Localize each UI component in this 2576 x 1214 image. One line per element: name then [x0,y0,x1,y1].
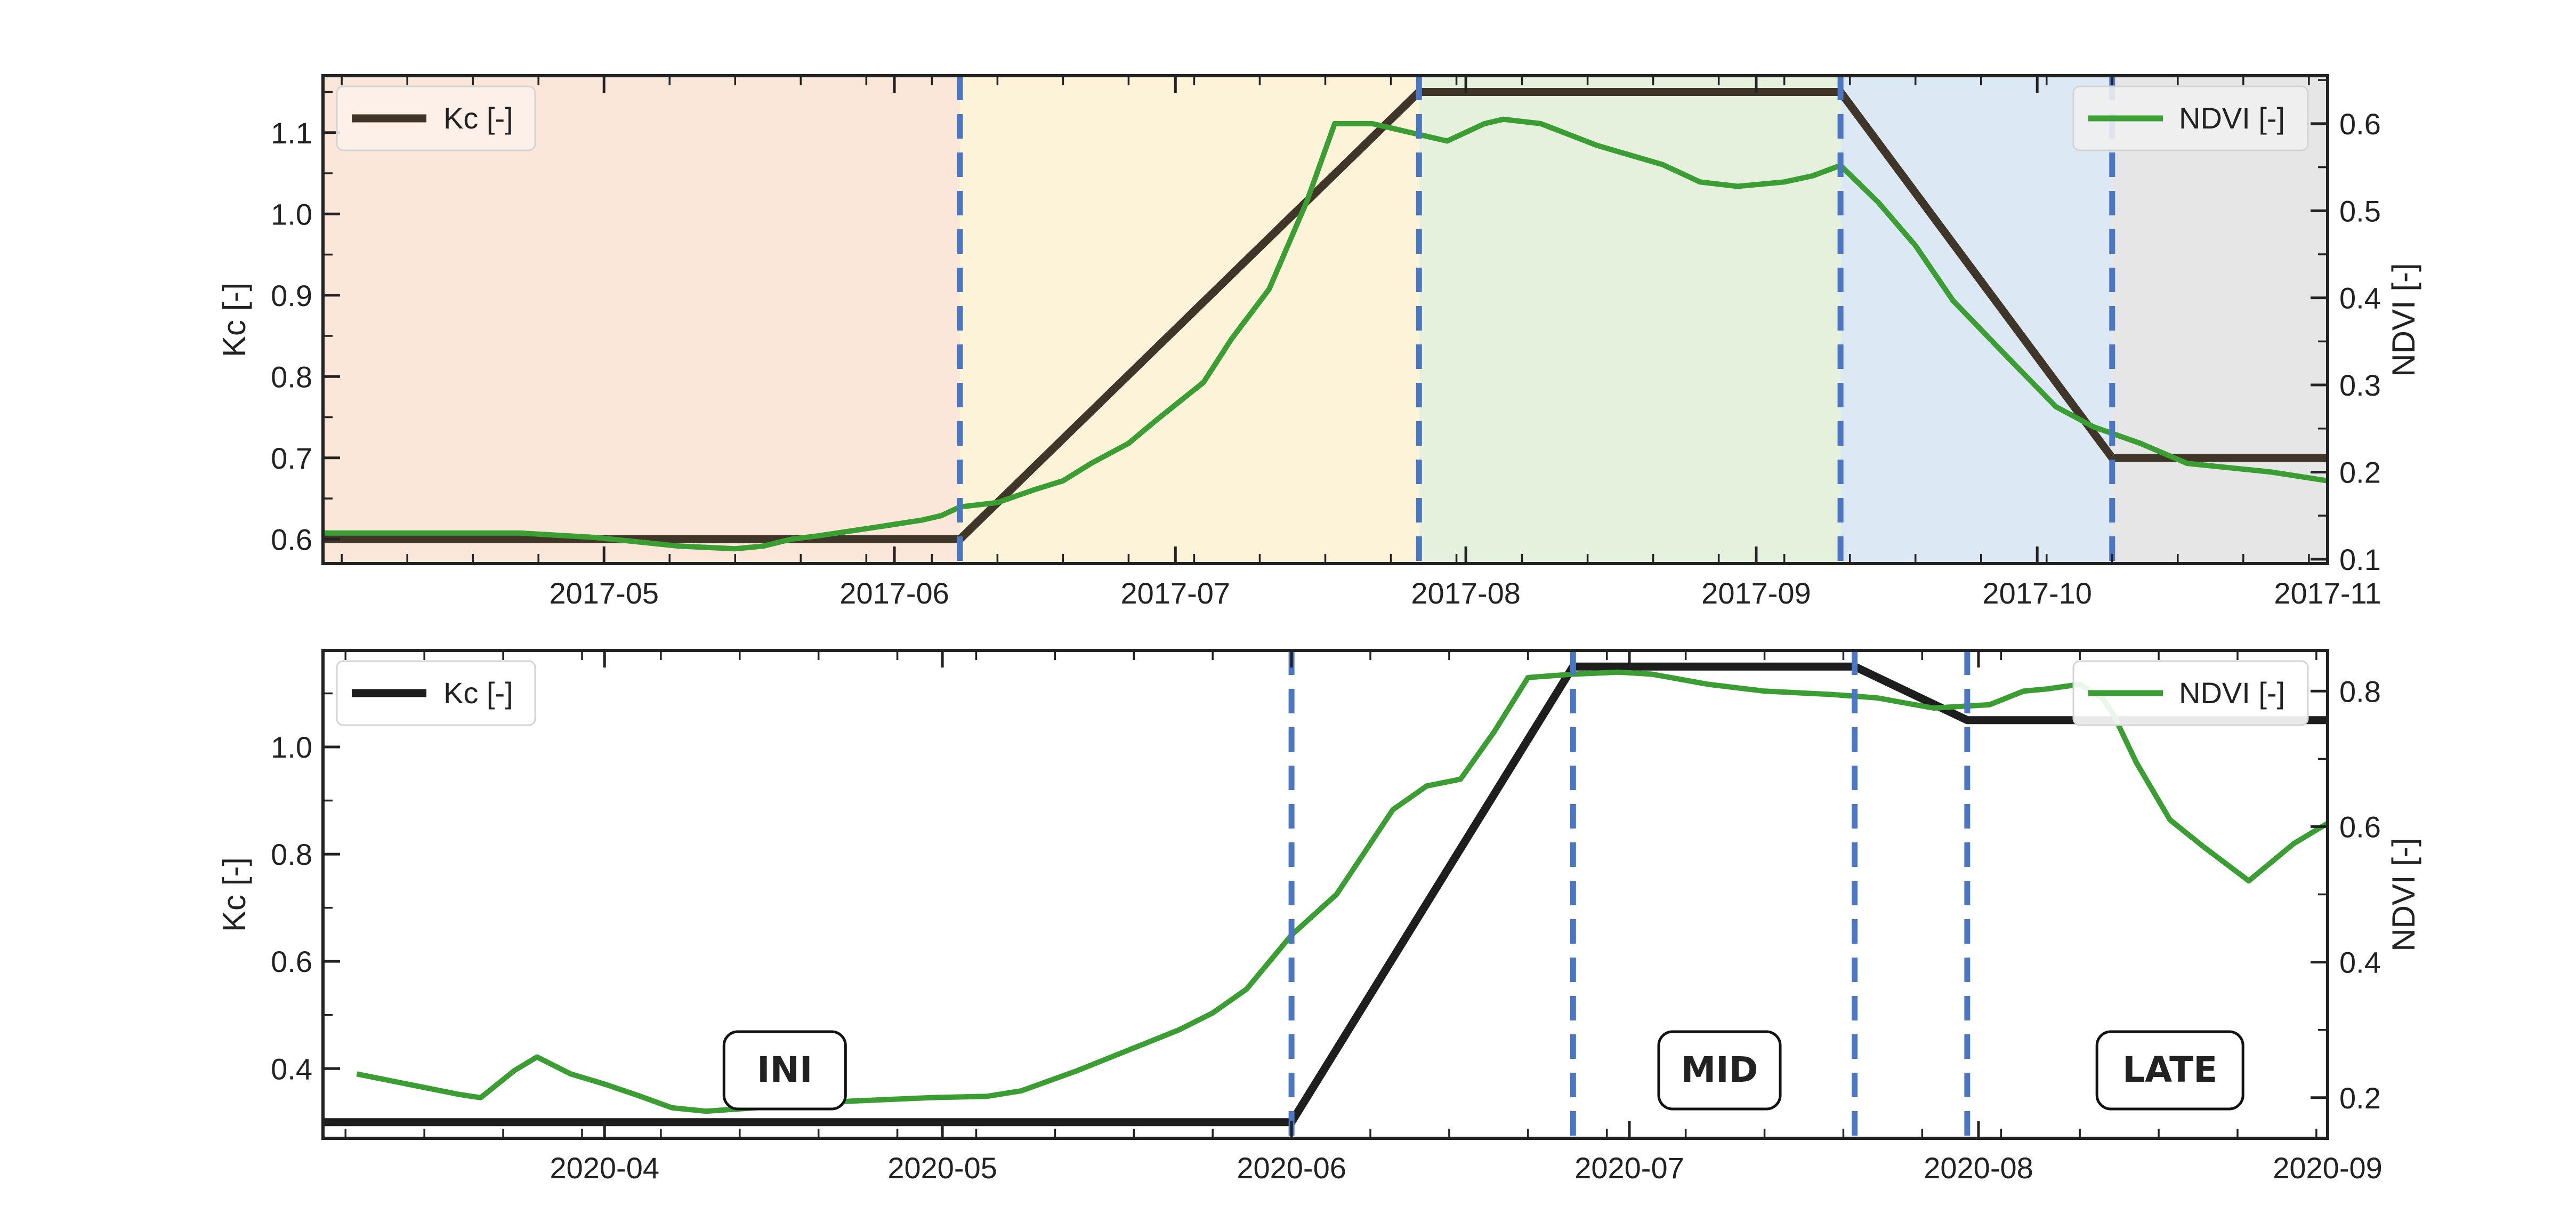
x-tick-label: 2017-11 [2274,576,2381,610]
stage-label-text: INI [757,1049,812,1090]
y-tick-label-right: 0.2 [2339,1081,2381,1115]
legend-kc-top: Kc [-] [336,85,536,151]
y-tick-label-right: 0.3 [2339,368,2381,402]
legend-ndvi-bottom: NDVI [-] [2072,660,2309,726]
y-tick-label-left: 0.4 [271,1052,312,1086]
y-axis-label-right-bottom: NDVI [-] [2386,838,2421,951]
y-tick-label-left: 0.7 [271,441,312,475]
y-tick-label-left: 0.8 [271,838,312,871]
x-tick-label: 2020-08 [1924,1151,2033,1185]
x-tick-label: 2017-05 [549,576,659,610]
x-tick-label: 2020-09 [2273,1151,2383,1185]
stage-label-text: MID [1681,1049,1758,1090]
legend-kc-label-top: Kc [-] [443,101,513,135]
y-tick-label-left: 0.6 [271,522,312,556]
x-tick-label: 2017-06 [839,576,949,610]
y-tick-label-right: 0.1 [2339,543,2381,576]
y-tick-label-left: 1.1 [271,116,312,150]
x-tick-label: 2017-09 [1701,576,1811,610]
stage-band-1 [323,76,960,564]
legend-ndvi-label-bottom: NDVI [-] [2179,676,2285,710]
kc-series-line-bottom [323,662,2328,1127]
stage-label-late: LATE [2095,1030,2244,1111]
x-tick-label: 2017-08 [1411,576,1521,610]
y-tick-label-left: 1.0 [271,197,312,231]
y-tick-label-right: 0.6 [2339,810,2381,843]
ndvi-series-line-top [323,116,2328,552]
x-tick-label: 2020-04 [550,1151,659,1185]
y-tick-label-right: 0.4 [2339,946,2381,979]
stage-band-5 [2112,76,2328,564]
x-tick-label: 2020-05 [887,1151,997,1185]
y-tick-label-right: 0.5 [2339,194,2381,228]
legend-kc-label-bottom: Kc [-] [443,676,513,710]
y-tick-label-left: 1.0 [271,730,312,764]
y-tick-label-left: 0.8 [271,360,312,393]
chart-top: 2017-05 2017-06 2017-07 2017-08 2017-09 2017-… [216,74,2421,610]
stage-label-mid: MID [1657,1030,1782,1111]
x-tick-label: 2020-06 [1237,1151,1346,1185]
x-tick-label: 2020-07 [1574,1151,1684,1185]
y-tick-label-right: 0.6 [2339,107,2381,141]
x-tick-label: 2017-10 [1982,576,2092,610]
y-axis-label-left-bottom: Kc [-] [216,857,252,932]
chart-bottom: 2020-04 2020-05 2020-06 2020-07 2020-08 2020-… [216,649,2421,1185]
y-tick-label-right: 0.2 [2339,455,2381,489]
ndvi-series-line-bottom [356,669,2329,1114]
legend-ndvi-top: NDVI [-] [2072,85,2309,151]
legend-ndvi-label-top: NDVI [-] [2179,101,2285,135]
y-axis-label-right-top: NDVI [-] [2386,263,2421,376]
stage-label-text: LATE [2122,1049,2217,1090]
y-tick-label-left: 0.6 [271,945,312,978]
y-tick-label-right: 0.8 [2339,674,2381,708]
legend-kc-bottom: Kc [-] [336,660,536,726]
y-tick-label-right: 0.4 [2339,282,2381,315]
y-tick-label-left: 0.9 [271,279,312,312]
stage-label-ini: INI [722,1030,847,1111]
stage-band-3 [1419,76,1841,564]
x-tick-label: 2017-07 [1121,576,1231,610]
y-axis-label-left-top: Kc [-] [216,283,252,357]
kc-series-line-top [323,88,2328,543]
